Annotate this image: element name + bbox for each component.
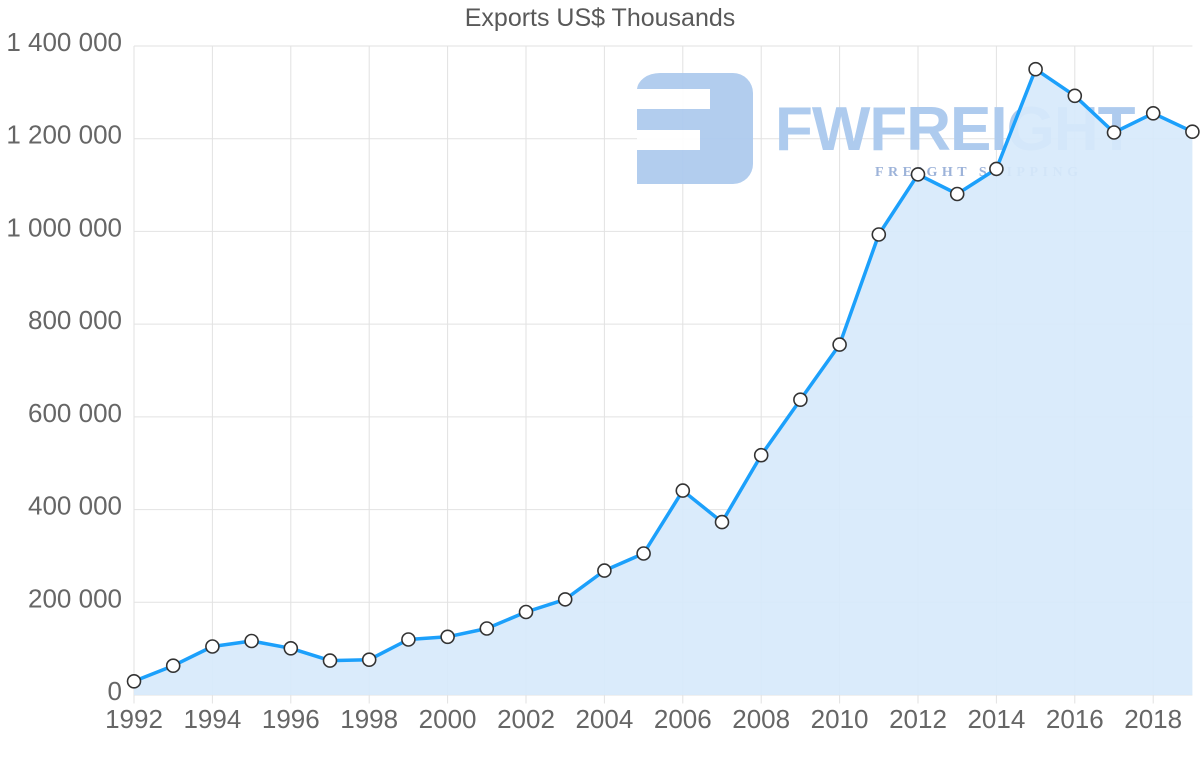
svg-text:2016: 2016	[1046, 704, 1104, 734]
svg-text:2008: 2008	[732, 704, 790, 734]
svg-text:2014: 2014	[967, 704, 1025, 734]
svg-text:2012: 2012	[889, 704, 947, 734]
svg-text:2004: 2004	[575, 704, 633, 734]
svg-text:2000: 2000	[419, 704, 477, 734]
svg-text:2010: 2010	[811, 704, 869, 734]
svg-text:800 000: 800 000	[28, 305, 122, 335]
svg-text:1994: 1994	[183, 704, 241, 734]
svg-text:1998: 1998	[340, 704, 398, 734]
svg-text:600 000: 600 000	[28, 398, 122, 428]
svg-text:0: 0	[108, 676, 122, 706]
svg-text:1 000 000: 1 000 000	[6, 212, 122, 242]
svg-text:400 000: 400 000	[28, 491, 122, 521]
svg-text:1996: 1996	[262, 704, 320, 734]
svg-text:2018: 2018	[1124, 704, 1182, 734]
svg-text:1992: 1992	[105, 704, 163, 734]
svg-text:2006: 2006	[654, 704, 712, 734]
svg-text:1 200 000: 1 200 000	[6, 120, 122, 150]
svg-text:2002: 2002	[497, 704, 555, 734]
svg-text:200 000: 200 000	[28, 583, 122, 613]
